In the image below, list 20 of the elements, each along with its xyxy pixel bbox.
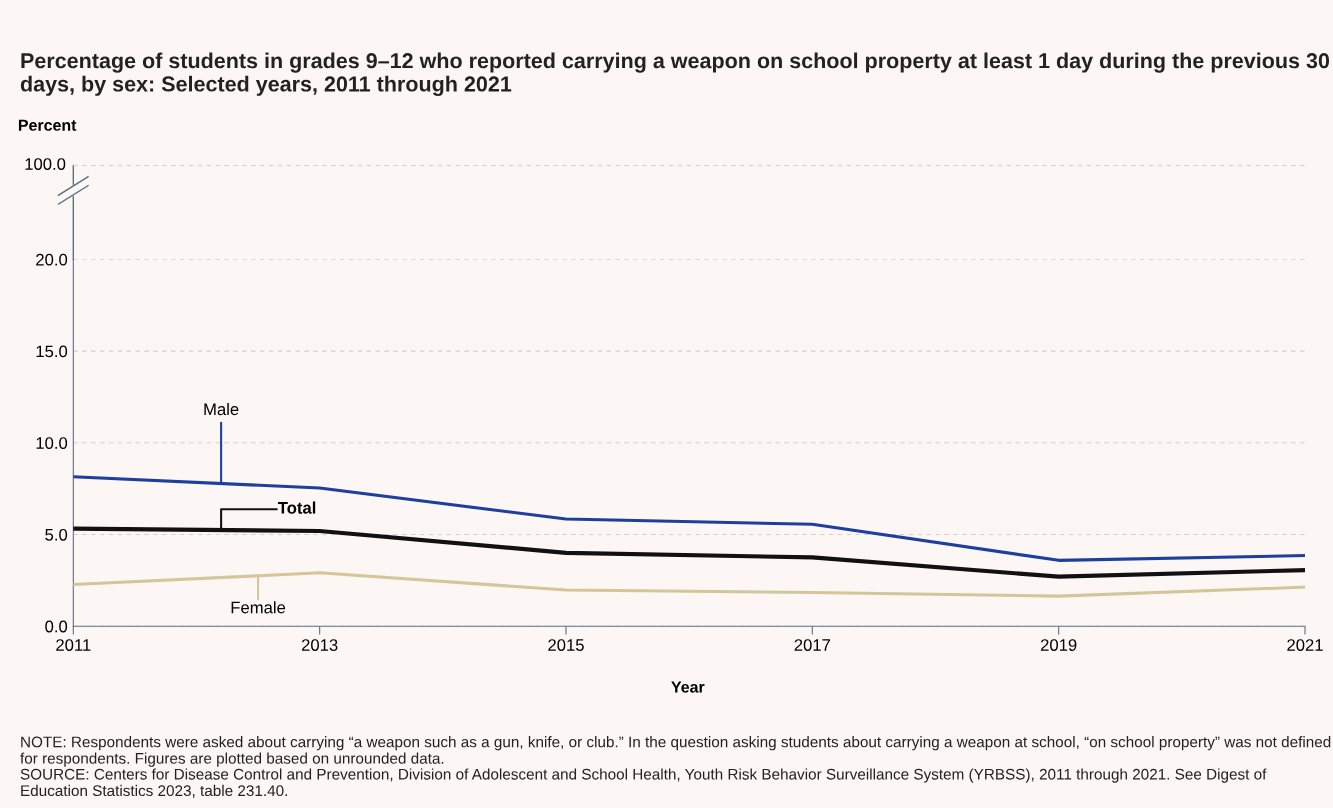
x-tick-label: 2015 [548, 639, 584, 651]
text: NOTE: Respondents were asked about carrying “a weapon such as a gun, knife, or club.” In the question asking students about carrying a weapon at school, “on school property” was not defined for respondents. Figures are plotted based on unrounded data. [20, 736, 1331, 767]
x-tick-label: 2019 [1040, 639, 1077, 651]
x-axis-title: Year [671, 681, 705, 693]
x-tick-label: 2021 [1287, 639, 1323, 651]
source-note: SOURCE: Centers for Disease Control and Prevention, Division of Adolescent and School Health, Youth Risk Behavior Surveillance System (YRBSS), 2011 through 2021. See Digest of Education Statistics 2023, table 231.40. [20, 768, 1267, 798]
y-tick-label: 5.0 [45, 528, 68, 541]
x-tick-label: 2011 [56, 639, 91, 651]
series-label: Total [277, 501, 316, 514]
y-tick-label: 10.0 [36, 437, 68, 449]
text: 100.0 [25, 158, 66, 170]
text: Percent [18, 119, 77, 131]
text: Male [204, 402, 239, 416]
x-tick-label: 2013 [301, 639, 338, 651]
chart-title: Percentage of students in grades 9–12 who reported carrying a weapon on school property at least 1 day during the previous 30 days, by sex: Selected years, 2011 through 2021 [20, 52, 1330, 96]
y-tick-label: 0.0 [45, 620, 68, 633]
x-tick-label: 2017 [794, 639, 831, 651]
legend-label: Female [231, 601, 286, 614]
y-tick-label: 15.0 [36, 345, 68, 358]
y-tick-label: 20.0 [36, 253, 68, 266]
